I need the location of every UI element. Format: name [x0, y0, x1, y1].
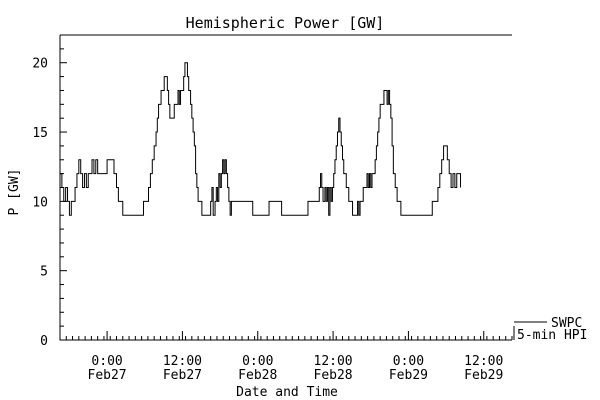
x-axis-label: Date and Time	[236, 385, 338, 400]
x-tick-label-date: Feb28	[314, 368, 353, 383]
x-tick-label-time: 12:00	[464, 354, 503, 369]
x-tick-label-date: Feb27	[163, 368, 202, 383]
x-tick-label-time: 0:00	[393, 354, 424, 369]
x-tick-label-time: 0:00	[242, 354, 273, 369]
legend-label-hpi: 5-min HPI	[517, 328, 587, 343]
y-tick-label: 10	[32, 195, 48, 210]
legend: SWPC 5-min HPI	[513, 316, 587, 343]
y-tick-label: 5	[40, 265, 48, 280]
x-tick-label-time: 0:00	[91, 354, 122, 369]
x-tick-label-date: Feb27	[88, 368, 127, 383]
y-tick-label: 0	[40, 334, 48, 349]
plot-axes	[59, 34, 512, 341]
x-tick-label-time: 12:00	[163, 354, 202, 369]
series-line-swpc	[60, 62, 462, 216]
axis-frame	[59, 34, 512, 341]
x-tick-label-date: Feb29	[389, 368, 428, 383]
y-axis-label: P [GW]	[7, 169, 22, 216]
y-ticks: 0 5 10 15 20	[32, 34, 67, 349]
x-tick-label-time: 12:00	[314, 354, 353, 369]
legend-label-swpc: SWPC	[551, 316, 582, 331]
x-tick-label-date: Feb29	[464, 368, 503, 383]
chart-title: Hemispheric Power [GW]	[186, 14, 385, 32]
y-tick-label: 20	[32, 57, 48, 72]
x-tick-label-date: Feb28	[238, 368, 277, 383]
y-tick-label: 15	[32, 126, 48, 141]
x-ticks: 0:00Feb2712:00Feb270:00Feb2812:00Feb280:…	[59, 331, 513, 383]
